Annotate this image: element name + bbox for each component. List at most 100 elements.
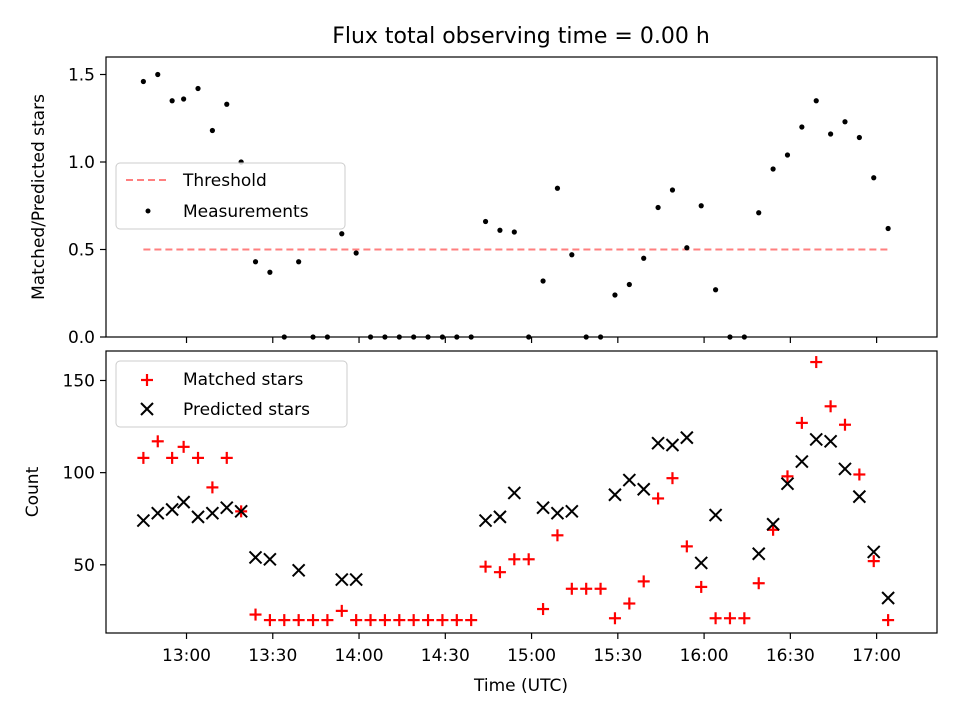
- matched-stars-point: [795, 416, 808, 429]
- legend-predicted-swatch: [140, 402, 154, 416]
- measurements-point: [468, 334, 474, 340]
- predicted-stars-point: [478, 513, 493, 528]
- predicted-stars-point: [881, 591, 895, 605]
- matched-stars-point: [378, 614, 391, 627]
- x-tick-label: 16:00: [680, 646, 729, 666]
- predicted-stars-point: [550, 506, 565, 520]
- measurements-point: [209, 127, 215, 134]
- predicted-stars-point: [838, 462, 852, 476]
- matched-stars-point: [137, 451, 150, 464]
- measurements-point: [885, 225, 891, 232]
- matched-stars-point: [307, 614, 320, 627]
- predicted-stars-point: [493, 510, 507, 524]
- matched-stars-point: [335, 604, 348, 617]
- matched-stars-point: [810, 356, 823, 369]
- top-y-tick-label: 1.5: [68, 66, 95, 86]
- x-tick-label: 16:30: [766, 646, 815, 666]
- measurements-point: [439, 334, 446, 340]
- matched-stars-point: [177, 440, 190, 453]
- measurements-point: [396, 334, 402, 340]
- predicted-stars-point: [608, 488, 622, 502]
- matched-stars-point: [709, 612, 722, 625]
- x-tick-label: 15:30: [593, 646, 642, 666]
- matched-stars-point: [623, 597, 636, 610]
- measurements-point: [511, 229, 517, 235]
- legend-measurements-swatch: [145, 208, 151, 214]
- legend-matched-swatch: [141, 374, 153, 386]
- measurements-point: [267, 269, 273, 275]
- measurements-point: [698, 203, 704, 209]
- measurements-point: [813, 98, 819, 104]
- measurements-point: [828, 131, 834, 137]
- matched-stars-point: [752, 577, 765, 590]
- predicted-stars-point: [795, 454, 809, 469]
- matched-stars-point: [608, 612, 621, 625]
- matched-stars-point: [565, 582, 578, 595]
- x-tick-label: 17:00: [852, 646, 901, 666]
- measurements-point: [339, 231, 345, 237]
- matched-stars-point: [263, 614, 276, 627]
- measurements-point: [554, 185, 561, 191]
- matched-stars-point: [781, 470, 794, 483]
- bottom-legend-box: [115, 360, 348, 428]
- predicted-stars-point: [205, 506, 220, 520]
- matched-stars-point: [465, 614, 478, 627]
- measurements-point: [569, 252, 575, 258]
- predicted-stars-point: [191, 510, 205, 524]
- predicted-stars-point: [665, 438, 680, 452]
- bottom-y-axis-label: Count: [23, 466, 43, 517]
- x-tick-label: 14:00: [335, 646, 384, 666]
- bottom-legend: Matched stars Predicted stars: [115, 360, 348, 428]
- bottom-y-tick-label: 50: [73, 556, 95, 576]
- measurements-point: [597, 334, 604, 340]
- predicted-stars-point: [636, 482, 651, 496]
- predicted-stars-point: [780, 476, 795, 491]
- measurements-point: [641, 255, 647, 261]
- predicted-stars-point: [176, 495, 191, 509]
- predicted-stars-point: [766, 517, 780, 531]
- matched-stars-point: [767, 523, 780, 536]
- predicted-stars-point: [536, 500, 550, 515]
- matched-stars-point: [321, 614, 334, 627]
- x-tick-label: 15:00: [507, 646, 556, 666]
- predicted-stars-point: [708, 508, 723, 522]
- measurements-point: [626, 281, 632, 288]
- measurements-point: [540, 278, 546, 284]
- matched-stars-point: [594, 582, 607, 595]
- predicted-stars-point: [852, 489, 867, 504]
- matched-stars-point: [738, 612, 751, 625]
- matched-stars-point: [580, 582, 593, 595]
- matched-stars-point: [166, 451, 179, 464]
- matched-stars-point: [838, 418, 851, 431]
- matched-stars-point: [522, 553, 535, 566]
- measurements-point: [425, 334, 431, 340]
- predicted-stars-point: [651, 436, 665, 450]
- measurements-point: [741, 334, 747, 340]
- predicted-stars-point: [291, 563, 306, 578]
- predicted-stars-point: [335, 572, 349, 587]
- matched-stars-point: [493, 566, 506, 579]
- legend-threshold-label: Threshold: [182, 171, 267, 191]
- predicted-stars-point: [263, 552, 277, 566]
- matched-stars-point: [407, 614, 420, 627]
- predicted-stars-point: [349, 572, 363, 587]
- measurements-point: [712, 287, 719, 293]
- top-panel: Matched/Predicted stars 0.0 0.5 1.0 1.5 Thr…: [29, 56, 938, 348]
- measurements-point: [169, 98, 175, 104]
- bottom-y-tick-label: 100: [63, 464, 95, 484]
- matched-stars-point: [206, 481, 219, 494]
- bottom-plot-frame: [105, 350, 938, 634]
- predicted-stars-point: [165, 502, 179, 517]
- measurements-point: [140, 78, 146, 85]
- bottom-panel: Count Time (UTC) 13:00 13:30 14:00 14:30 15:…: [23, 350, 938, 696]
- predicted-stars-point: [220, 500, 234, 515]
- x-tick-label: 13:00: [162, 646, 211, 666]
- legend-matched-label: Matched stars: [183, 370, 303, 390]
- x-tick-label: 14:30: [421, 646, 470, 666]
- measurements-point: [181, 96, 187, 102]
- measurements-point: [324, 334, 331, 340]
- matched-stars-point: [723, 612, 736, 625]
- bottom-y-tick-label: 150: [63, 371, 95, 391]
- measurements-point: [382, 334, 388, 340]
- measurements-point: [482, 218, 489, 225]
